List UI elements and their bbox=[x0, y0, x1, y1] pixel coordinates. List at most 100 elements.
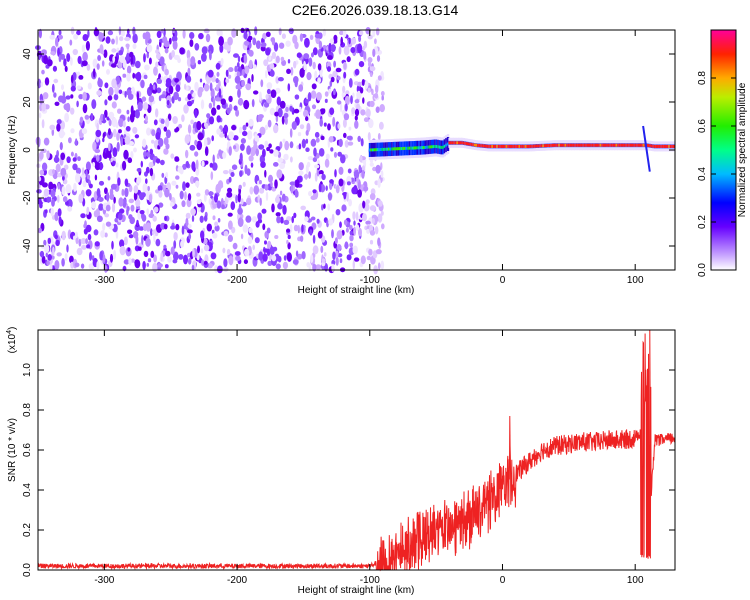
spectrogram-noise-cell bbox=[121, 188, 125, 196]
spectrogram-noise-cell bbox=[97, 55, 101, 61]
spectrogram-noise-cell bbox=[72, 48, 79, 56]
spectrogram-peak bbox=[512, 144, 515, 148]
spectrogram-noise-cell bbox=[124, 178, 129, 187]
spectrogram-peak bbox=[631, 143, 634, 147]
spectrogram-noise-cell bbox=[273, 162, 279, 167]
spectrogram-noise-cell bbox=[266, 82, 273, 90]
spectrogram-peak bbox=[497, 144, 501, 148]
spectrogram-noise-cell bbox=[102, 113, 106, 124]
spectrogram-noise-cell bbox=[312, 61, 316, 70]
spectrogram-noise-cell bbox=[274, 179, 278, 189]
spectrogram-peak bbox=[450, 141, 453, 145]
spectrogram-peak bbox=[386, 147, 389, 151]
spectrogram-noise-cell bbox=[277, 77, 284, 82]
spectrogram-noise-cell bbox=[332, 251, 336, 260]
spectrogram-noise-cell bbox=[298, 162, 304, 171]
spectrogram-noise-cell bbox=[93, 191, 98, 201]
spectrogram-noise-cell bbox=[127, 157, 133, 164]
spectrogram-peak bbox=[652, 144, 655, 148]
spectrogram-noise-cell bbox=[363, 40, 368, 49]
spectrogram-peak bbox=[432, 145, 435, 149]
spectrogram-noise-cell bbox=[62, 196, 68, 203]
spectrogram-noise-cell bbox=[367, 132, 371, 141]
spectrogram-noise-cell bbox=[47, 254, 52, 261]
spectrogram-noise-cell bbox=[222, 247, 226, 254]
spectrogram-noise-cell bbox=[61, 258, 65, 267]
spectrogram-peak bbox=[536, 144, 539, 148]
spectrogram-noise-cell bbox=[356, 90, 362, 100]
spectrogram-noise-cell bbox=[122, 160, 127, 171]
spectrogram-noise-cell bbox=[92, 68, 96, 78]
spectrogram-noise-cell bbox=[50, 190, 56, 198]
spectrogram-noise-cell bbox=[358, 61, 365, 68]
spectrogram-noise-cell bbox=[286, 252, 292, 262]
spectrogram-noise-cell bbox=[290, 156, 293, 163]
spectrogram-noise-cell bbox=[353, 220, 356, 226]
spectrogram-noise-cell bbox=[310, 254, 314, 264]
spectrogram-noise-cell bbox=[201, 53, 207, 62]
spectrogram-noise-cell bbox=[372, 29, 376, 38]
spectrogram-noise-cell bbox=[359, 87, 364, 94]
spectrogram-noise-cell bbox=[318, 183, 322, 193]
spectrogram-peak bbox=[588, 143, 591, 147]
spectrogram-noise-cell bbox=[174, 156, 180, 162]
spectrogram-peak bbox=[663, 144, 666, 148]
spectrogram-noise-cell bbox=[358, 35, 362, 43]
spectrogram-noise-cell bbox=[156, 87, 162, 94]
spectrogram-noise-cell bbox=[69, 39, 73, 46]
spectrogram-noise-cell bbox=[128, 214, 133, 220]
spectrogram-noise-cell bbox=[117, 177, 121, 186]
spectrogram-noise-cell bbox=[283, 112, 289, 119]
spectrogram-noise-cell bbox=[103, 49, 108, 58]
spectrogram-noise-cell bbox=[288, 28, 293, 33]
spectrogram-noise-cell bbox=[346, 56, 351, 63]
spectrogram-noise-cell bbox=[86, 244, 91, 249]
spectrogram-noise-cell bbox=[212, 232, 218, 239]
spectrogram-noise-cell bbox=[275, 55, 280, 64]
spectrogram-noise-cell bbox=[194, 139, 198, 146]
spectrogram-peak bbox=[586, 143, 590, 147]
spectrogram-noise-cell bbox=[218, 149, 222, 157]
spectrogram-noise-cell bbox=[130, 258, 135, 263]
spectrogram-noise-cell bbox=[305, 147, 310, 152]
spectrogram-noise-cell bbox=[90, 113, 94, 122]
spectrogram-peak bbox=[488, 144, 491, 148]
spectrogram-noise-cell bbox=[375, 164, 381, 174]
spectrogram-noise-cell bbox=[354, 108, 360, 117]
spectrogram-noise-cell bbox=[303, 174, 309, 179]
spectrogram-noise-cell bbox=[141, 235, 144, 245]
spectrogram-noise-cell bbox=[310, 90, 317, 99]
spectrogram-peak bbox=[577, 143, 580, 147]
spectrogram-noise-cell bbox=[78, 193, 84, 204]
spectrogram-noise-cell bbox=[309, 34, 314, 41]
spectrogram-noise-cell bbox=[364, 80, 369, 89]
spectrogram-peak bbox=[442, 145, 445, 149]
spectrogram-peak bbox=[437, 145, 440, 149]
spectrogram-noise-cell bbox=[152, 262, 158, 273]
spectrogram-noise-cell bbox=[260, 79, 264, 88]
spectrogram-x-axis: -300 -200 -100 0 100 bbox=[94, 30, 644, 286]
spectrogram-noise-cell bbox=[291, 121, 297, 130]
spectrogram-noise-cell bbox=[38, 112, 42, 119]
spectrogram-noise-cell bbox=[133, 191, 138, 201]
spectrogram-noise-cell bbox=[119, 245, 126, 256]
spectrogram-noise-cell bbox=[197, 132, 204, 141]
spectrogram-noise-cell bbox=[334, 169, 337, 178]
spectrogram-peak bbox=[381, 147, 384, 151]
spectrogram-noise-cell bbox=[93, 28, 100, 37]
spectrogram-noise-cell bbox=[183, 104, 189, 114]
spectrogram-noise-cell bbox=[111, 101, 117, 109]
spectrogram-noise-cell bbox=[312, 234, 316, 244]
spectrogram-noise-cell bbox=[46, 150, 50, 159]
spectrogram-noise-cell bbox=[117, 108, 122, 114]
spectrogram-noise-cell bbox=[152, 215, 157, 222]
spectrogram-peak bbox=[614, 143, 617, 147]
y-tick-label: 40 bbox=[22, 48, 33, 60]
spectrogram-noise-cell bbox=[344, 95, 350, 106]
spectrogram-noise-cell bbox=[282, 138, 286, 143]
spectrogram-noise-cell bbox=[216, 29, 221, 36]
spectrogram-noise-cell bbox=[211, 135, 214, 142]
spectrogram-noise-cell bbox=[72, 157, 77, 162]
spectrogram-noise-cell bbox=[82, 91, 87, 101]
